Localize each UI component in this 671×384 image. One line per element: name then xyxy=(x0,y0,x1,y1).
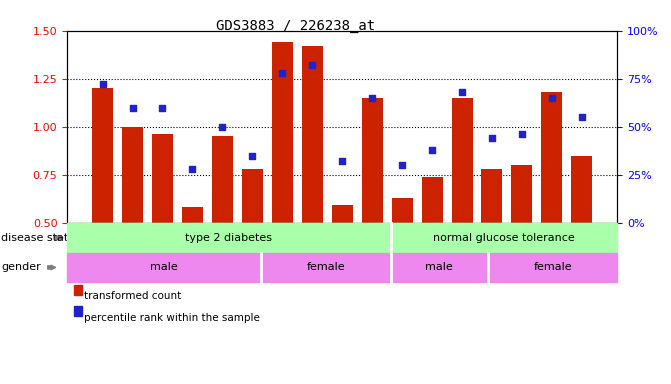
Point xyxy=(247,152,258,159)
Bar xyxy=(122,127,143,223)
Bar xyxy=(571,156,592,223)
Bar xyxy=(302,46,323,223)
Point xyxy=(367,95,378,101)
Text: female: female xyxy=(307,262,346,273)
Bar xyxy=(452,98,472,223)
Text: type 2 diabetes: type 2 diabetes xyxy=(185,233,272,243)
Point xyxy=(546,95,557,101)
Text: GDS3883 / 226238_at: GDS3883 / 226238_at xyxy=(215,19,375,33)
Point xyxy=(307,62,317,68)
Point xyxy=(457,89,468,95)
Text: gender: gender xyxy=(1,262,41,273)
Point xyxy=(486,135,497,141)
Bar xyxy=(242,169,263,223)
Bar xyxy=(272,42,293,223)
Point xyxy=(127,104,138,111)
Bar xyxy=(152,134,173,223)
Text: normal glucose tolerance: normal glucose tolerance xyxy=(433,233,575,243)
Text: percentile rank within the sample: percentile rank within the sample xyxy=(84,313,260,323)
Point xyxy=(517,131,527,137)
Bar xyxy=(421,177,443,223)
Bar xyxy=(482,169,503,223)
Bar xyxy=(92,88,113,223)
Point xyxy=(427,147,437,153)
Point xyxy=(217,124,227,130)
Bar xyxy=(331,205,353,223)
Point xyxy=(187,166,198,172)
Bar xyxy=(541,92,562,223)
Point xyxy=(157,104,168,111)
Bar xyxy=(212,136,233,223)
Point xyxy=(337,158,348,164)
Text: transformed count: transformed count xyxy=(84,291,181,301)
Bar xyxy=(362,98,382,223)
Text: male: male xyxy=(425,262,453,273)
Point xyxy=(397,162,407,168)
Point xyxy=(277,70,288,76)
Text: disease state: disease state xyxy=(1,233,75,243)
Bar xyxy=(392,198,413,223)
Bar xyxy=(182,207,203,223)
Text: male: male xyxy=(150,262,178,273)
Point xyxy=(576,114,587,120)
Text: female: female xyxy=(533,262,572,273)
Bar xyxy=(511,165,532,223)
Point xyxy=(97,81,108,88)
